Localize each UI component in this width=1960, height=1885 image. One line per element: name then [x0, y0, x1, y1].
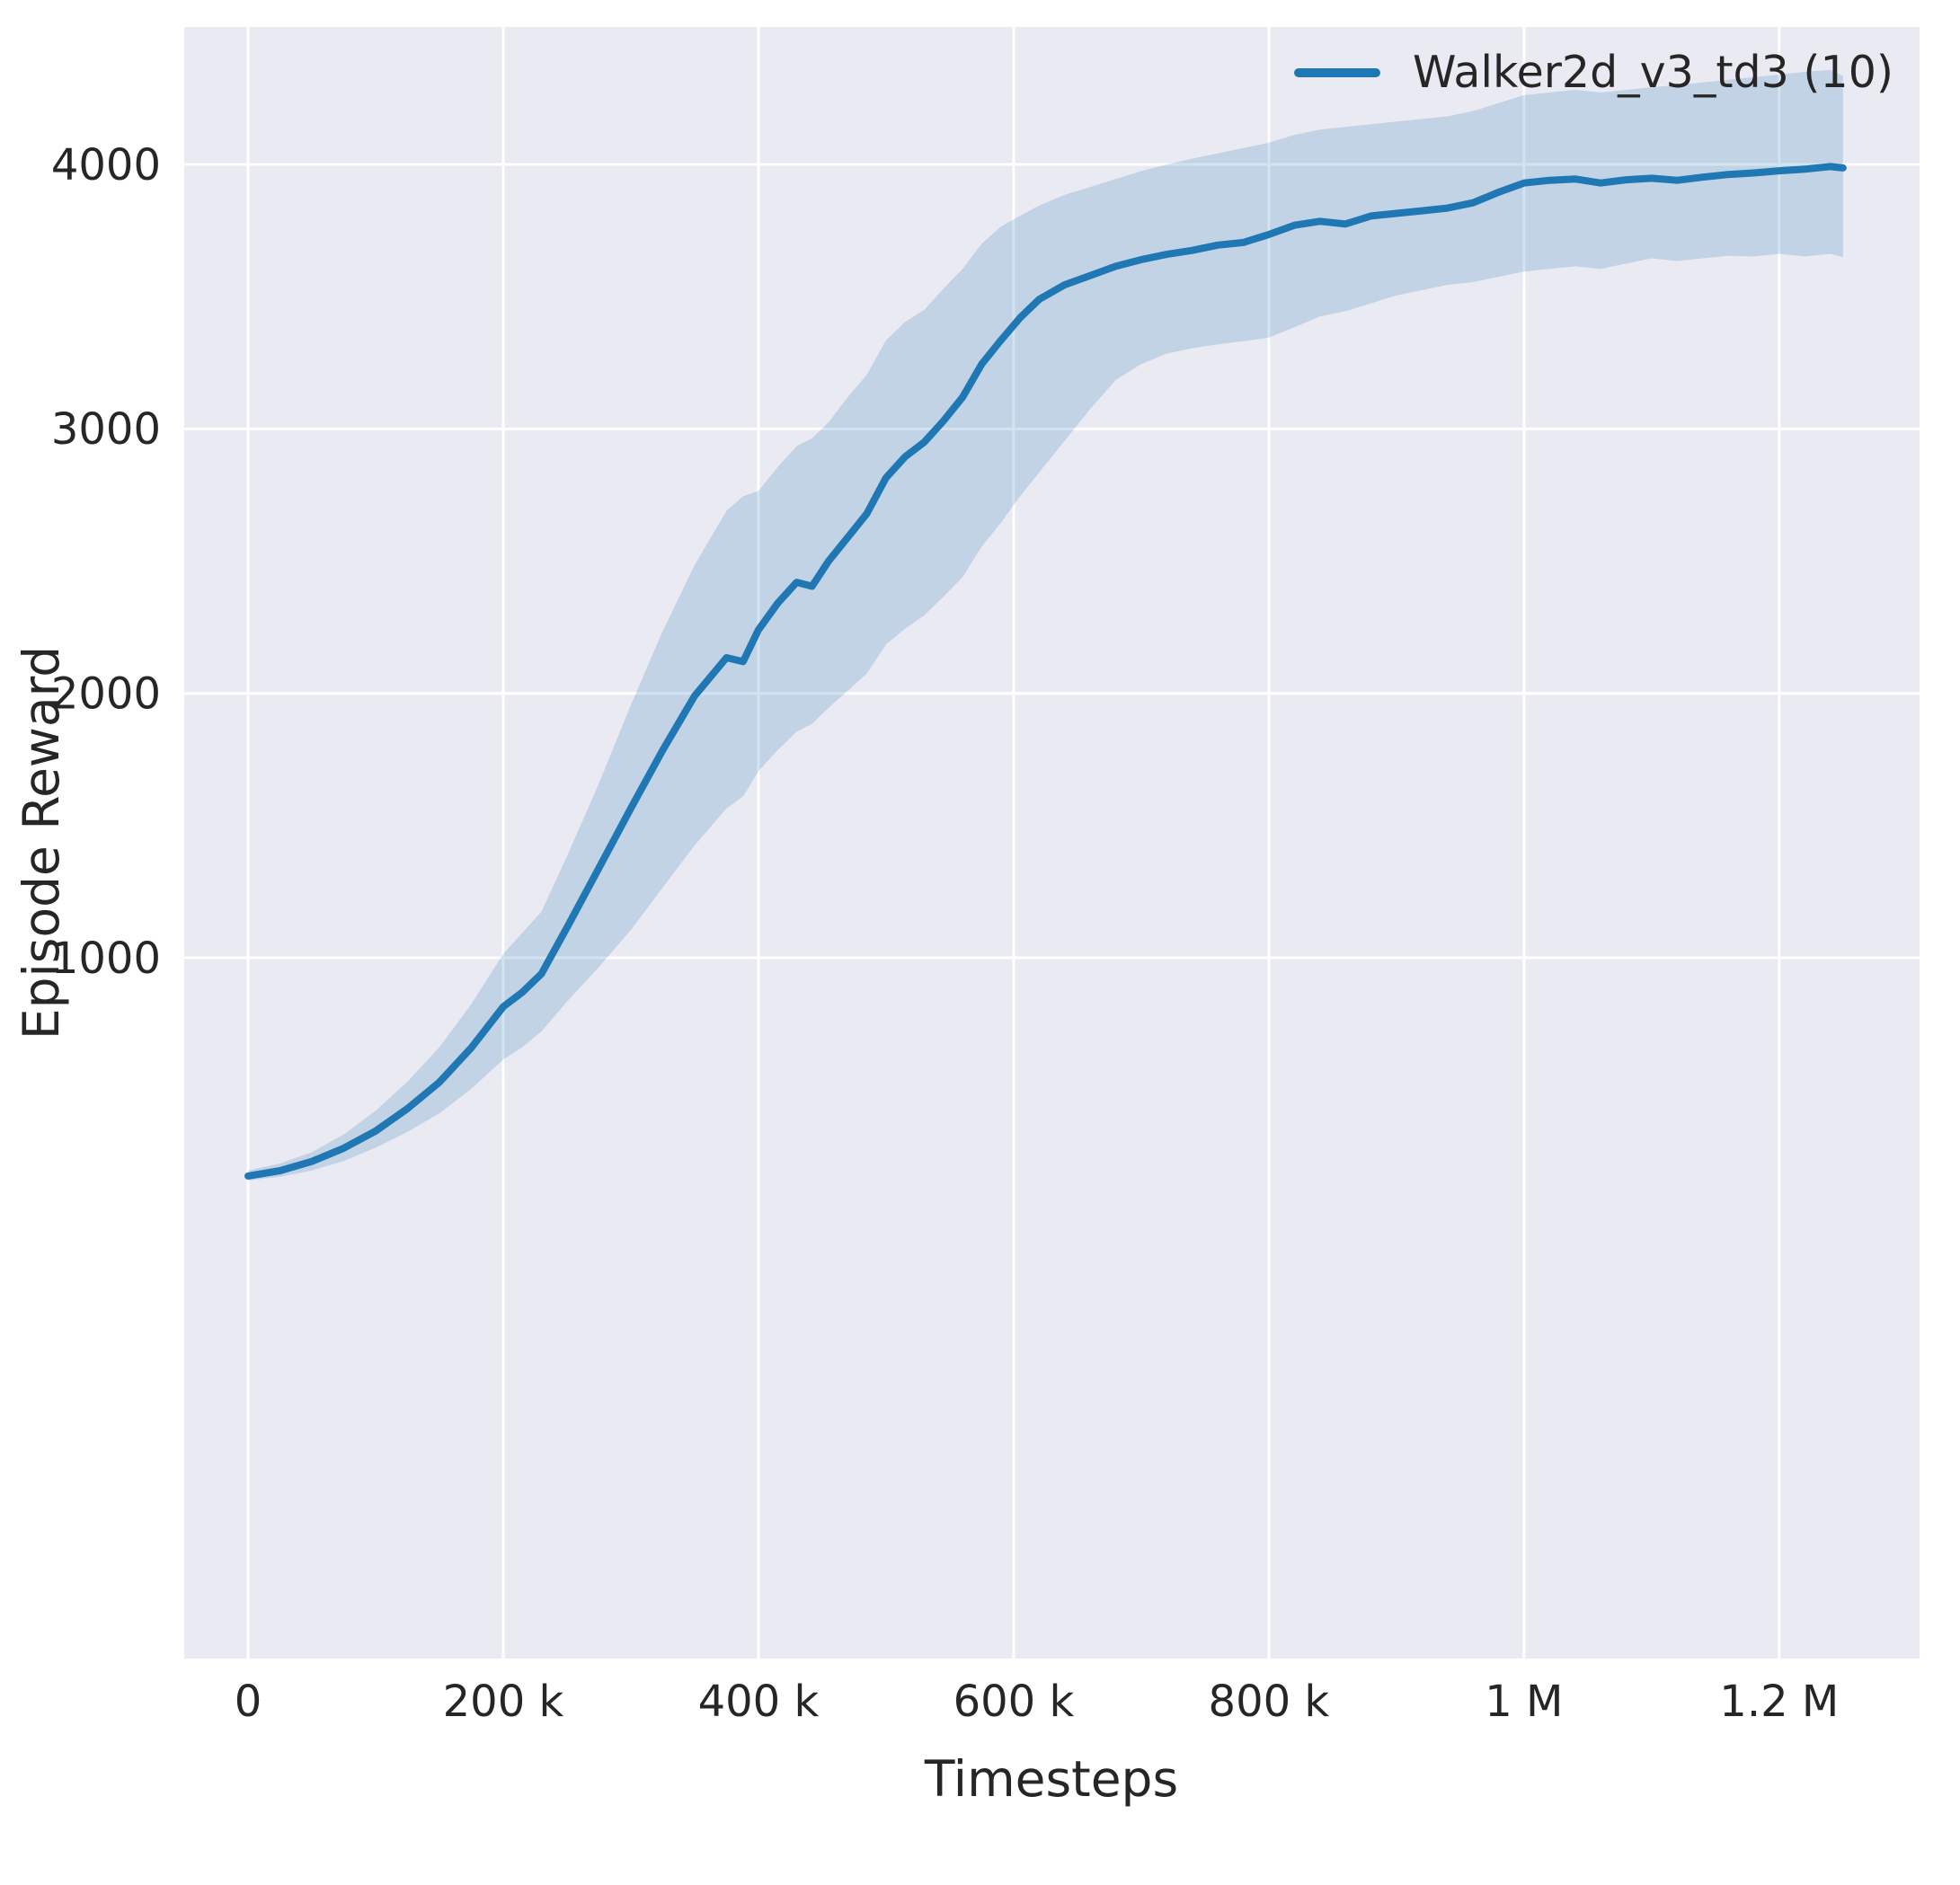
x-tick-label: 0	[235, 1677, 262, 1727]
y-axis-label: Episode Reward	[13, 645, 70, 1040]
plot-area	[184, 27, 1920, 1659]
y-tick-label: 4000	[51, 140, 161, 190]
legend-line-swatch	[1294, 67, 1381, 77]
x-tick-label: 200 k	[443, 1677, 564, 1727]
y-tick-label: 1000	[51, 934, 161, 984]
x-tick-label: 1 M	[1485, 1677, 1563, 1727]
y-tick-label: 3000	[51, 404, 161, 455]
legend-series-label: Walker2d_v3_td3 (10)	[1413, 47, 1893, 98]
x-tick-label: 1.2 M	[1719, 1677, 1839, 1727]
x-tick-label: 600 k	[953, 1677, 1075, 1727]
x-axis-label: Timesteps	[924, 1750, 1179, 1808]
x-tick-label: 800 k	[1209, 1677, 1330, 1727]
legend: Walker2d_v3_td3 (10)	[1294, 47, 1893, 98]
confidence-band	[248, 69, 1843, 1181]
mean-line	[244, 163, 1847, 1180]
y-tick-label: 2000	[51, 669, 161, 720]
x-tick-label: 400 k	[698, 1677, 820, 1727]
